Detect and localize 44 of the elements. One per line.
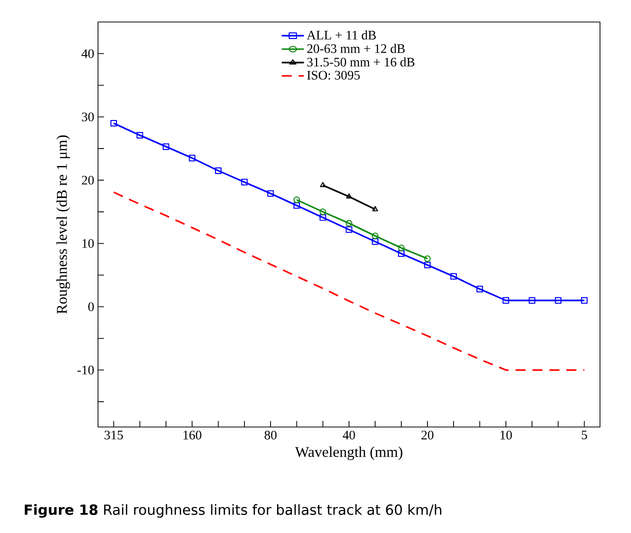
x-tick-label: 20 xyxy=(422,430,434,440)
y-tick-label: 40 xyxy=(82,49,94,58)
point xyxy=(188,154,196,162)
legend-label: 20-63 mm + 12 dB xyxy=(307,44,405,53)
point xyxy=(162,143,170,150)
x-tick-label: 80 xyxy=(264,430,277,440)
point xyxy=(346,220,352,227)
point xyxy=(372,238,378,245)
y-tick-label: 20 xyxy=(82,176,94,185)
point xyxy=(398,244,405,252)
point xyxy=(267,190,274,197)
point xyxy=(502,297,510,304)
point xyxy=(293,202,300,209)
point xyxy=(346,226,352,233)
legend-label: ISO: 3095 xyxy=(307,70,360,80)
x-tick-label: 315 xyxy=(104,430,123,440)
x-tick-label: 5 xyxy=(582,430,588,440)
y-tick-label: 30 xyxy=(82,112,94,122)
point xyxy=(528,297,536,304)
y-tick-label: -10 xyxy=(78,366,94,374)
x-axis-title: Wavelength (mm) xyxy=(295,446,402,460)
x-tick-label: 160 xyxy=(184,430,202,440)
legend-label: ALL + 11 dB xyxy=(306,30,376,40)
point xyxy=(424,262,431,268)
text: Figure 18 Rail roughness limits for ballast track at 60 km/h xyxy=(24,504,442,518)
point xyxy=(554,297,562,304)
x-tick-label: 10 xyxy=(500,430,512,440)
y-tick-label: 0 xyxy=(88,302,94,312)
legend-label: 31.5-50 mm + 16 dB xyxy=(307,57,414,67)
point xyxy=(320,214,326,221)
point xyxy=(346,193,352,199)
point xyxy=(110,120,117,127)
point xyxy=(241,178,248,186)
y-axis-title: Roughness level (dB re 1 μm) xyxy=(56,135,70,314)
x-tick-label: 40 xyxy=(342,430,355,440)
point xyxy=(214,167,222,174)
point xyxy=(372,232,378,240)
point xyxy=(476,286,484,292)
point xyxy=(398,250,405,257)
y-tick-label: 10 xyxy=(82,239,94,248)
point xyxy=(581,297,588,304)
point xyxy=(136,132,144,139)
point xyxy=(450,273,457,280)
point xyxy=(320,208,326,216)
